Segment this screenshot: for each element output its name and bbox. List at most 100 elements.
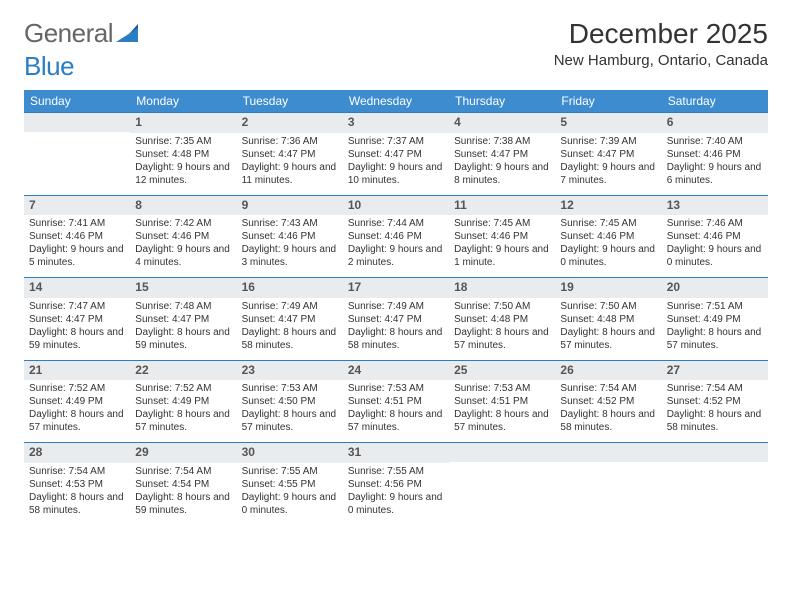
day-details: Sunrise: 7:55 AMSunset: 4:55 PMDaylight:…	[237, 463, 343, 525]
weekday-header-row: SundayMondayTuesdayWednesdayThursdayFrid…	[24, 90, 768, 113]
sunrise-line: Sunrise: 7:39 AM	[560, 136, 636, 147]
empty-day	[24, 113, 130, 132]
calendar-cell	[24, 113, 130, 196]
day-details: Sunrise: 7:50 AMSunset: 4:48 PMDaylight:…	[449, 298, 555, 360]
daylight-line: Daylight: 9 hours and 11 minutes.	[242, 162, 337, 186]
calendar-cell: 4Sunrise: 7:38 AMSunset: 4:47 PMDaylight…	[449, 113, 555, 196]
day-details: Sunrise: 7:43 AMSunset: 4:46 PMDaylight:…	[237, 215, 343, 277]
empty-day	[662, 443, 768, 462]
day-number: 20	[662, 278, 768, 298]
day-number: 8	[130, 196, 236, 216]
day-number: 9	[237, 196, 343, 216]
weekday-header: Thursday	[449, 90, 555, 113]
sunrise-line: Sunrise: 7:48 AM	[135, 301, 211, 312]
sunset-line: Sunset: 4:47 PM	[454, 149, 528, 160]
calendar-cell: 29Sunrise: 7:54 AMSunset: 4:54 PMDayligh…	[130, 443, 236, 525]
calendar-cell	[449, 443, 555, 525]
calendar-cell: 31Sunrise: 7:55 AMSunset: 4:56 PMDayligh…	[343, 443, 449, 525]
month-title: December 2025	[554, 18, 768, 50]
sunrise-line: Sunrise: 7:54 AM	[667, 383, 743, 394]
sunset-line: Sunset: 4:52 PM	[560, 396, 634, 407]
day-number: 23	[237, 361, 343, 381]
calendar-cell: 15Sunrise: 7:48 AMSunset: 4:47 PMDayligh…	[130, 278, 236, 361]
daylight-line: Daylight: 9 hours and 0 minutes.	[348, 492, 443, 516]
sunrise-line: Sunrise: 7:52 AM	[135, 383, 211, 394]
daylight-line: Daylight: 9 hours and 6 minutes.	[667, 162, 762, 186]
sunrise-line: Sunrise: 7:42 AM	[135, 218, 211, 229]
day-details: Sunrise: 7:50 AMSunset: 4:48 PMDaylight:…	[555, 298, 661, 360]
day-number: 2	[237, 113, 343, 133]
logo-text-1: General	[24, 18, 113, 49]
daylight-line: Daylight: 9 hours and 0 minutes.	[667, 244, 762, 268]
sunset-line: Sunset: 4:46 PM	[242, 231, 316, 242]
day-number: 25	[449, 361, 555, 381]
day-number: 10	[343, 196, 449, 216]
sunset-line: Sunset: 4:50 PM	[242, 396, 316, 407]
daylight-line: Daylight: 9 hours and 12 minutes.	[135, 162, 230, 186]
sunrise-line: Sunrise: 7:49 AM	[242, 301, 318, 312]
daylight-line: Daylight: 9 hours and 4 minutes.	[135, 244, 230, 268]
daylight-line: Daylight: 8 hours and 57 minutes.	[667, 327, 762, 351]
sunrise-line: Sunrise: 7:44 AM	[348, 218, 424, 229]
sunrise-line: Sunrise: 7:50 AM	[454, 301, 530, 312]
weekday-header: Saturday	[662, 90, 768, 113]
day-number: 27	[662, 361, 768, 381]
calendar-week-row: 1Sunrise: 7:35 AMSunset: 4:48 PMDaylight…	[24, 113, 768, 196]
sunset-line: Sunset: 4:48 PM	[135, 149, 209, 160]
day-details: Sunrise: 7:54 AMSunset: 4:52 PMDaylight:…	[555, 380, 661, 442]
day-details: Sunrise: 7:53 AMSunset: 4:51 PMDaylight:…	[449, 380, 555, 442]
logo-triangle-icon	[116, 18, 138, 49]
calendar-week-row: 28Sunrise: 7:54 AMSunset: 4:53 PMDayligh…	[24, 443, 768, 525]
sunrise-line: Sunrise: 7:54 AM	[135, 466, 211, 477]
day-number: 29	[130, 443, 236, 463]
daylight-line: Daylight: 9 hours and 5 minutes.	[29, 244, 124, 268]
weekday-header: Wednesday	[343, 90, 449, 113]
sunrise-line: Sunrise: 7:53 AM	[454, 383, 530, 394]
daylight-line: Daylight: 8 hours and 59 minutes.	[135, 327, 230, 351]
daylight-line: Daylight: 9 hours and 8 minutes.	[454, 162, 549, 186]
sunrise-line: Sunrise: 7:52 AM	[29, 383, 105, 394]
day-details: Sunrise: 7:54 AMSunset: 4:54 PMDaylight:…	[130, 463, 236, 525]
calendar-cell: 20Sunrise: 7:51 AMSunset: 4:49 PMDayligh…	[662, 278, 768, 361]
calendar-cell: 13Sunrise: 7:46 AMSunset: 4:46 PMDayligh…	[662, 195, 768, 278]
calendar-cell	[662, 443, 768, 525]
calendar-cell	[555, 443, 661, 525]
sunrise-line: Sunrise: 7:45 AM	[454, 218, 530, 229]
calendar-cell: 5Sunrise: 7:39 AMSunset: 4:47 PMDaylight…	[555, 113, 661, 196]
day-details: Sunrise: 7:53 AMSunset: 4:51 PMDaylight:…	[343, 380, 449, 442]
sunrise-line: Sunrise: 7:50 AM	[560, 301, 636, 312]
calendar-cell: 21Sunrise: 7:52 AMSunset: 4:49 PMDayligh…	[24, 360, 130, 443]
daylight-line: Daylight: 9 hours and 0 minutes.	[560, 244, 655, 268]
sunset-line: Sunset: 4:47 PM	[348, 314, 422, 325]
sunrise-line: Sunrise: 7:45 AM	[560, 218, 636, 229]
day-number: 11	[449, 196, 555, 216]
sunset-line: Sunset: 4:47 PM	[29, 314, 103, 325]
day-details: Sunrise: 7:48 AM Sunset: 4:47 PM Daylight:…	[130, 298, 236, 360]
day-details: Sunrise: 7:38 AMSunset: 4:47 PMDaylight:…	[449, 133, 555, 195]
calendar-cell: 25Sunrise: 7:53 AMSunset: 4:51 PMDayligh…	[449, 360, 555, 443]
sunrise-line: Sunrise: 7:41 AM	[29, 218, 105, 229]
day-details: Sunrise: 7:49 AMSunset: 4:47 PMDaylight:…	[343, 298, 449, 360]
calendar-cell: 2Sunrise: 7:36 AMSunset: 4:47 PMDaylight…	[237, 113, 343, 196]
day-details: Sunrise: 7:45 AMSunset: 4:46 PMDaylight:…	[449, 215, 555, 277]
calendar-week-row: 21Sunrise: 7:52 AMSunset: 4:49 PMDayligh…	[24, 360, 768, 443]
calendar-cell: 28Sunrise: 7:54 AMSunset: 4:53 PMDayligh…	[24, 443, 130, 525]
sunset-line: Sunset: 4:55 PM	[242, 479, 316, 490]
daylight-line: Daylight: 9 hours and 10 minutes.	[348, 162, 443, 186]
daylight-line: Daylight: 8 hours and 57 minutes.	[348, 409, 443, 433]
calendar-cell: 12Sunrise: 7:45 AMSunset: 4:46 PMDayligh…	[555, 195, 661, 278]
sunset-line: Sunset: 4:47 PM	[135, 314, 209, 325]
sunset-line: Sunset: 4:49 PM	[135, 396, 209, 407]
daylight-line: Daylight: 8 hours and 57 minutes.	[560, 327, 655, 351]
day-number: 14	[24, 278, 130, 298]
sunset-line: Sunset: 4:46 PM	[560, 231, 634, 242]
calendar-cell: 8Sunrise: 7:42 AMSunset: 4:46 PMDaylight…	[130, 195, 236, 278]
weekday-header: Tuesday	[237, 90, 343, 113]
day-details: Sunrise: 7:40 AMSunset: 4:46 PMDaylight:…	[662, 133, 768, 195]
day-number: 3	[343, 113, 449, 133]
day-details: Sunrise: 7:37 AMSunset: 4:47 PMDaylight:…	[343, 133, 449, 195]
weekday-header: Friday	[555, 90, 661, 113]
sunset-line: Sunset: 4:46 PM	[348, 231, 422, 242]
calendar-cell: 23Sunrise: 7:53 AMSunset: 4:50 PMDayligh…	[237, 360, 343, 443]
day-details: Sunrise: 7:52 AMSunset: 4:49 PMDaylight:…	[24, 380, 130, 442]
